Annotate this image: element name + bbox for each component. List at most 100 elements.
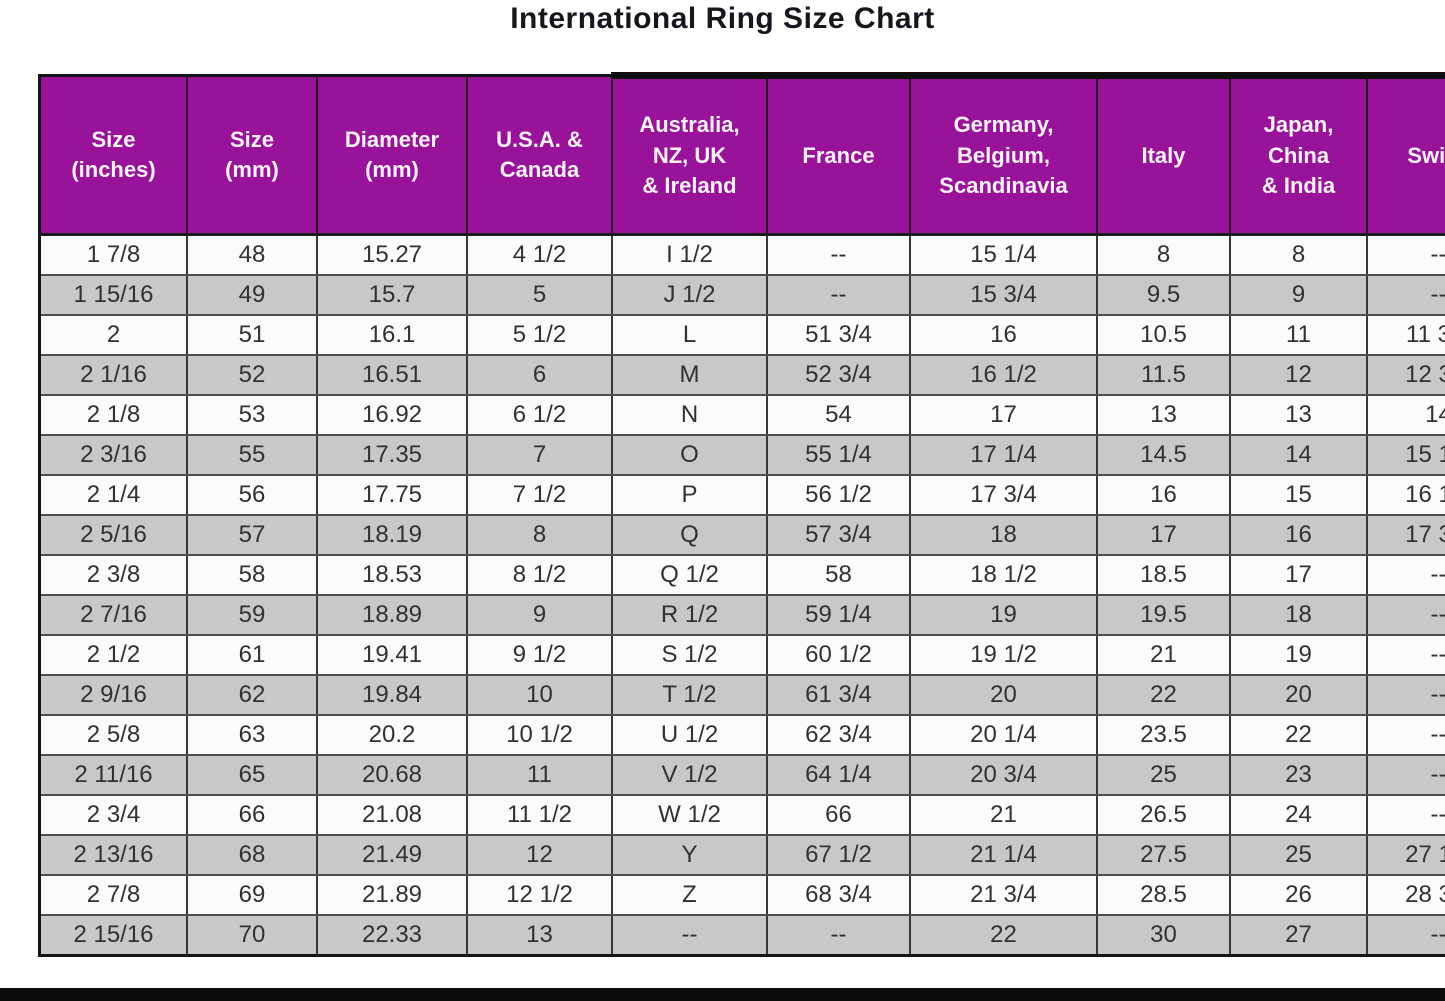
cell-size-mm: 58 [186, 554, 318, 596]
cell-australia-nz-uk-ireland: V 1/2 [611, 754, 768, 796]
cell-size-mm: 56 [186, 474, 318, 516]
cell-germany-belgium-scandinavia: 15 1/4 [909, 233, 1098, 276]
cell-size-inches: 2 5/16 [38, 514, 188, 556]
cell-australia-nz-uk-ireland: Q 1/2 [611, 554, 768, 596]
cell-japan-china-india: 12 [1229, 354, 1368, 396]
cell-size-inches: 2 1/4 [38, 474, 188, 516]
cell-italy: 28.5 [1096, 874, 1231, 916]
cell-usa-canada: 9 [466, 594, 613, 636]
cell-diameter-mm: 20.2 [316, 714, 468, 756]
cell-diameter-mm: 15.7 [316, 274, 468, 316]
table-row: 1 15/16 49 15.7 5 J 1/2 -- 15 3/4 9.5 9 -- [38, 274, 1445, 316]
cell-france: 60 1/2 [766, 634, 911, 676]
cell-swiss: 27 1/2 [1366, 834, 1445, 876]
cell-japan-china-india: 22 [1229, 714, 1368, 756]
cell-swiss: -- [1366, 914, 1445, 957]
cell-australia-nz-uk-ireland: U 1/2 [611, 714, 768, 756]
cell-italy: 13 [1096, 394, 1231, 436]
cell-germany-belgium-scandinavia: 17 3/4 [909, 474, 1098, 516]
cell-australia-nz-uk-ireland: T 1/2 [611, 674, 768, 716]
cell-japan-china-india: 17 [1229, 554, 1368, 596]
cell-italy: 19.5 [1096, 594, 1231, 636]
cell-swiss: -- [1366, 794, 1445, 836]
cell-diameter-mm: 16.1 [316, 314, 468, 356]
cell-france: -- [766, 914, 911, 957]
cell-france: 55 1/4 [766, 434, 911, 476]
cell-germany-belgium-scandinavia: 21 [909, 794, 1098, 836]
cell-diameter-mm: 18.19 [316, 514, 468, 556]
cell-size-inches: 2 1/8 [38, 394, 188, 436]
cell-japan-china-india: 14 [1229, 434, 1368, 476]
cell-usa-canada: 6 [466, 354, 613, 396]
cell-australia-nz-uk-ireland: M [611, 354, 768, 396]
cell-australia-nz-uk-ireland: P [611, 474, 768, 516]
cell-japan-china-india: 20 [1229, 674, 1368, 716]
column-header-size-mm: Size (mm) [186, 74, 318, 236]
cell-size-mm: 61 [186, 634, 318, 676]
cell-size-inches: 2 7/8 [38, 874, 188, 916]
cell-france: 52 3/4 [766, 354, 911, 396]
cell-usa-canada: 8 [466, 514, 613, 556]
column-header-france: France [766, 72, 911, 236]
cell-diameter-mm: 21.89 [316, 874, 468, 916]
cell-usa-canada: 10 [466, 674, 613, 716]
cell-diameter-mm: 18.53 [316, 554, 468, 596]
cell-swiss: -- [1366, 634, 1445, 676]
cell-germany-belgium-scandinavia: 20 1/4 [909, 714, 1098, 756]
cell-size-mm: 65 [186, 754, 318, 796]
cell-japan-china-india: 15 [1229, 474, 1368, 516]
cell-germany-belgium-scandinavia: 20 3/4 [909, 754, 1098, 796]
cell-usa-canada: 10 1/2 [466, 714, 613, 756]
column-header-japan-china-india: Japan, China & India [1229, 72, 1368, 236]
cell-usa-canada: 13 [466, 914, 613, 957]
column-header-size-inches: Size (inches) [38, 74, 188, 236]
cell-size-mm: 63 [186, 714, 318, 756]
cell-size-mm: 51 [186, 314, 318, 356]
table-row: 2 1/2 61 19.41 9 1/2 S 1/2 60 1/2 19 1/2 21 19 -- [38, 634, 1445, 676]
cell-size-mm: 62 [186, 674, 318, 716]
table-row: 2 11/16 65 20.68 11 V 1/2 64 1/4 20 3/4 25 23 -- [38, 754, 1445, 796]
cell-size-inches: 2 [38, 314, 188, 356]
cell-swiss: 12 3/4 [1366, 354, 1445, 396]
table-row: 1 7/8 48 15.27 4 1/2 I 1/2 -- 15 1/4 8 8 -- [38, 233, 1445, 276]
cell-france: 67 1/2 [766, 834, 911, 876]
column-header-swiss: Swiss [1366, 72, 1445, 236]
column-header-usa-canada: U.S.A. & Canada [466, 74, 613, 236]
cell-australia-nz-uk-ireland: I 1/2 [611, 233, 768, 276]
table-row: 2 7/16 59 18.89 9 R 1/2 59 1/4 19 19.5 18 -- [38, 594, 1445, 636]
cell-japan-china-india: 9 [1229, 274, 1368, 316]
cell-swiss: 14 [1366, 394, 1445, 436]
table-row: 2 3/8 58 18.53 8 1/2 Q 1/2 58 18 1/2 18.5 17 -- [38, 554, 1445, 596]
cell-australia-nz-uk-ireland: -- [611, 914, 768, 957]
cell-france: 54 [766, 394, 911, 436]
cell-australia-nz-uk-ireland: L [611, 314, 768, 356]
cell-swiss: -- [1366, 233, 1445, 276]
cell-germany-belgium-scandinavia: 18 [909, 514, 1098, 556]
cell-japan-china-india: 23 [1229, 754, 1368, 796]
cell-size-mm: 59 [186, 594, 318, 636]
cell-size-mm: 49 [186, 274, 318, 316]
cell-japan-china-india: 18 [1229, 594, 1368, 636]
cell-usa-canada: 5 1/2 [466, 314, 613, 356]
cell-italy: 11.5 [1096, 354, 1231, 396]
cell-size-mm: 52 [186, 354, 318, 396]
cell-usa-canada: 7 [466, 434, 613, 476]
cell-diameter-mm: 18.89 [316, 594, 468, 636]
cell-germany-belgium-scandinavia: 20 [909, 674, 1098, 716]
cell-italy: 30 [1096, 914, 1231, 957]
cell-usa-canada: 11 1/2 [466, 794, 613, 836]
cell-germany-belgium-scandinavia: 17 1/4 [909, 434, 1098, 476]
cell-usa-canada: 6 1/2 [466, 394, 613, 436]
ring-size-table: Size (inches) Size (mm) Diameter (mm) U.S.A… [38, 72, 1445, 957]
cell-swiss: 28 3/4 [1366, 874, 1445, 916]
cell-swiss: 15 1/4 [1366, 434, 1445, 476]
cell-size-inches: 2 1/16 [38, 354, 188, 396]
cell-size-inches: 2 11/16 [38, 754, 188, 796]
cell-swiss: 16 1/2 [1366, 474, 1445, 516]
cell-diameter-mm: 15.27 [316, 233, 468, 276]
